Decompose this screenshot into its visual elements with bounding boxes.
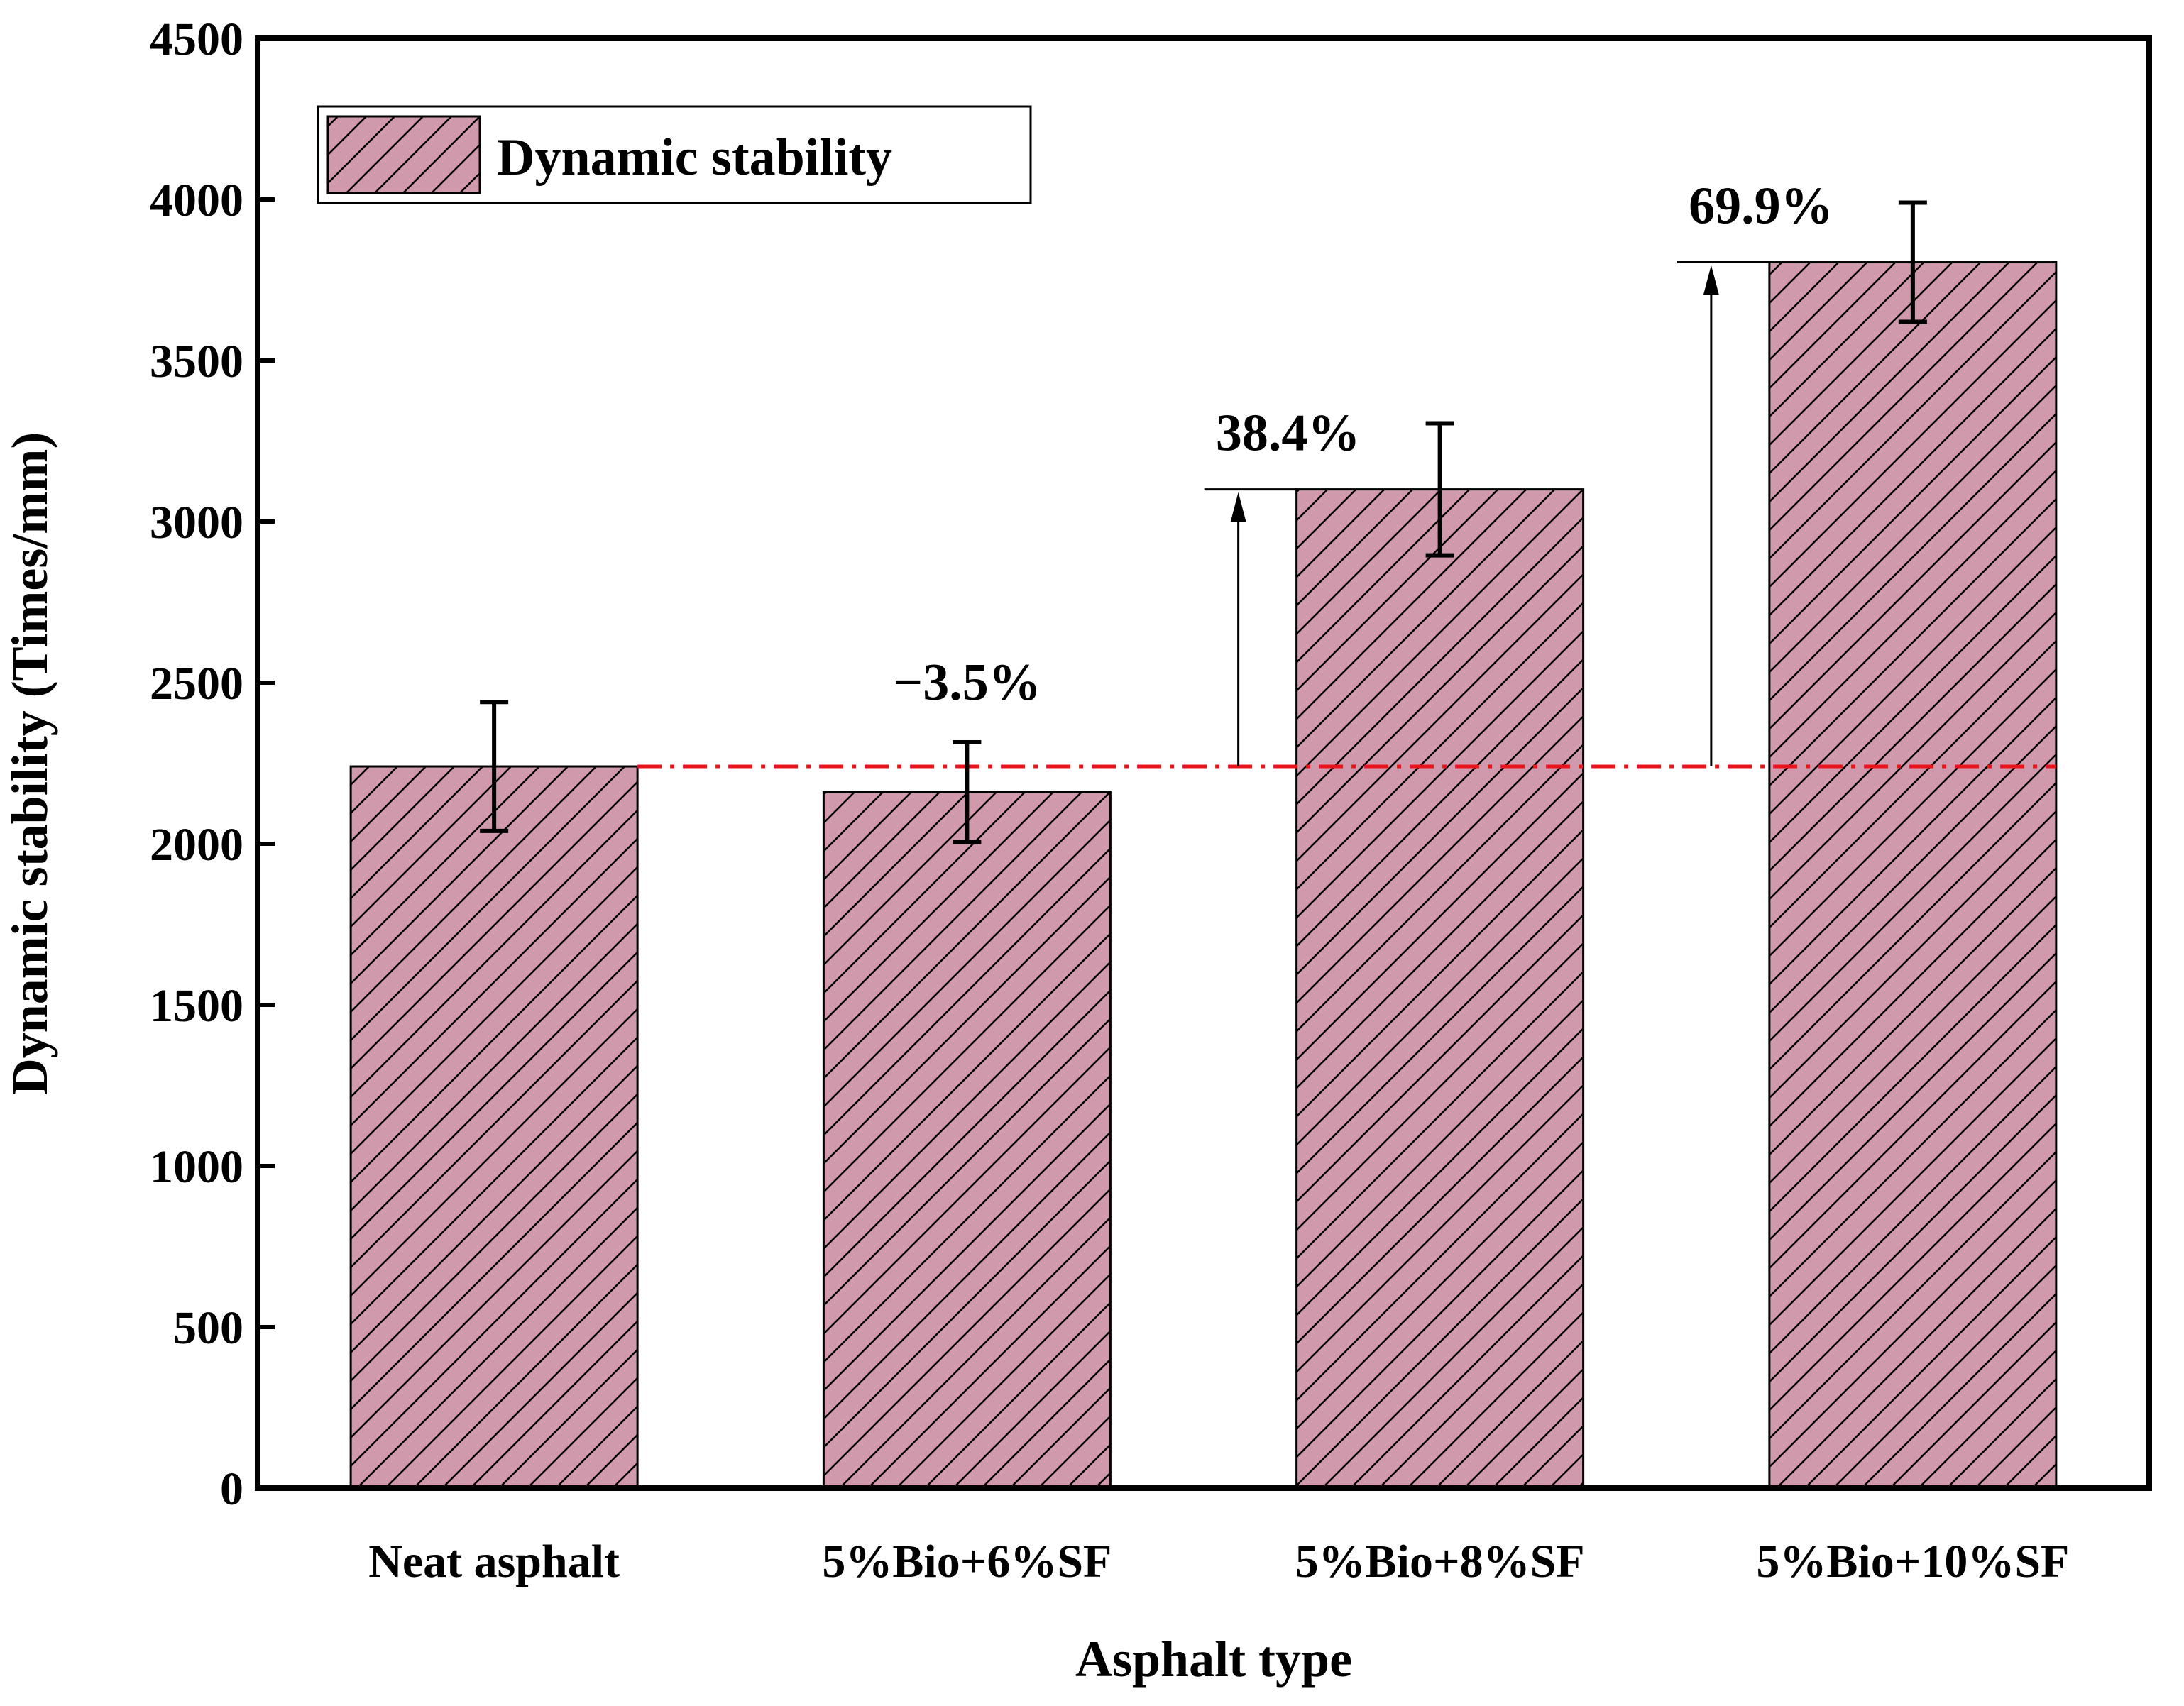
y-tick-label-3000: 3000 (150, 497, 243, 549)
error-bar-4 (1898, 200, 1927, 324)
y-tick-label-2500: 2500 (150, 658, 243, 710)
y-axis: 0 500 1000 1500 2000 2500 3000 3500 4000 4500 (150, 13, 275, 1515)
x-tick-label-1: Neat asphalt (368, 1536, 620, 1587)
x-axis-title: Asphalt type (1075, 1631, 1352, 1688)
y-tick-label-4000: 4000 (150, 175, 243, 226)
plot-frame (255, 35, 2152, 1491)
errorbar-layer (480, 200, 1927, 844)
error-bar-1 (480, 700, 509, 833)
x-tick-label-4: 5%Bio+10%SF (1756, 1536, 2069, 1587)
x-tick-label-3: 5%Bio+8%SF (1295, 1536, 1585, 1587)
legend-swatch (326, 115, 481, 194)
bars-layer (349, 261, 2058, 1490)
bar-2 (822, 791, 1112, 1490)
x-tick-label-2: 5%Bio+6%SF (822, 1536, 1112, 1587)
y-tick-label-3500: 3500 (150, 336, 243, 387)
bar-1 (349, 765, 639, 1490)
x-axis: Neat asphalt 5%Bio+6%SF 5%Bio+8%SF 5%Bio+10… (368, 1536, 2069, 1587)
y-tick-label-2000: 2000 (150, 819, 243, 871)
increase-arrow-3 (1204, 488, 1297, 767)
bar-3 (1295, 488, 1585, 1490)
y-axis-title: Dynamic stability (Times/mm) (1, 432, 58, 1096)
y-tick-label-1000: 1000 (150, 1141, 243, 1193)
increase-arrow-4 (1677, 261, 1769, 767)
y-tick-label-500: 500 (173, 1302, 243, 1354)
error-bar-2 (953, 739, 982, 844)
annotation-layer: −3.5% 38.4% 69.9% (893, 177, 1833, 767)
error-bar-3 (1425, 421, 1454, 558)
percent-label-2: −3.5% (893, 654, 1041, 712)
y-tick-label-0: 0 (220, 1463, 243, 1515)
bar-4 (1768, 261, 2058, 1490)
percent-label-4: 69.9% (1689, 177, 1833, 236)
y-tick-label-1500: 1500 (150, 980, 243, 1032)
percent-label-3: 38.4% (1216, 405, 1361, 463)
y-tick-label-4500: 4500 (150, 13, 243, 65)
legend-label: Dynamic stability (497, 128, 892, 187)
legend: Dynamic stability (317, 105, 1032, 204)
